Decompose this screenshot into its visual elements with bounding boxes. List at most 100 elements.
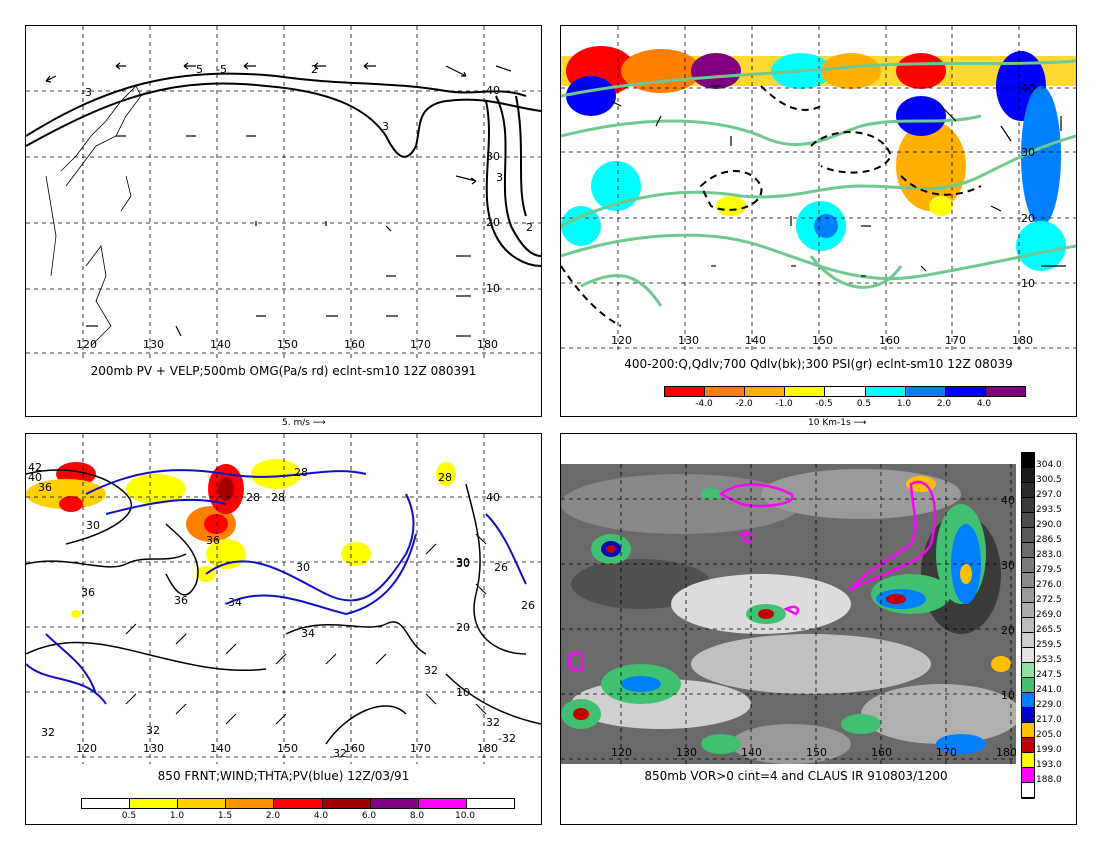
colorbar-label: -2.0 xyxy=(735,399,753,409)
lon-label: 130 xyxy=(678,334,699,347)
colorbar-label: 0.5 xyxy=(856,399,872,409)
lat-label: 20 xyxy=(1021,212,1035,225)
colorbar-label: 259.5 xyxy=(1036,639,1062,650)
lon-label: 150 xyxy=(277,338,298,351)
lon-label: 140 xyxy=(210,338,231,351)
contour-label: 26 xyxy=(521,599,535,612)
scale-arrow-label: 5. m/s ⟶ xyxy=(282,418,326,428)
colorbar-ir xyxy=(1021,452,1035,799)
lat-label: 10 xyxy=(1021,277,1035,290)
contour-label: 30 xyxy=(456,557,470,570)
lat-label: 40 xyxy=(1021,82,1035,95)
contour-label: 28 xyxy=(438,471,452,484)
contour-label: 5 xyxy=(196,63,203,76)
colorbar-label: 0.5 xyxy=(121,811,137,821)
colorbar-q xyxy=(664,386,1026,397)
lat-label: 10 xyxy=(486,282,500,295)
lon-label: 130 xyxy=(143,338,164,351)
panel-caption: 400-200:Q,Qdlv;700 Qdlv(bk);300 PSI(gr) … xyxy=(624,357,1013,371)
colorbar-label: 276.0 xyxy=(1036,579,1062,590)
colorbar-label: 4.0 xyxy=(313,811,329,821)
colorbar-label: 4.0 xyxy=(976,399,992,409)
colorbar-label: 199.0 xyxy=(1036,744,1062,755)
colorbar-label: 286.5 xyxy=(1036,534,1062,545)
contour-label: -3 xyxy=(81,86,92,99)
contour-label: 28 xyxy=(271,491,285,504)
lon-label: 140 xyxy=(745,334,766,347)
panel-pv-omega: 5 2 3 -3 3 2 -5 40 30 20 10 120 130 140 … xyxy=(25,25,542,417)
lat-label: 30 xyxy=(1001,559,1015,572)
map-vorticity-ir: 40 30 20 10 120 130 140 150 160 170 180 xyxy=(561,464,1016,764)
lon-label: 170 xyxy=(945,334,966,347)
lat-label: 40 xyxy=(486,84,500,97)
colorbar-label: 10.0 xyxy=(454,811,476,821)
colorbar-label: 247.5 xyxy=(1036,669,1062,680)
lat-label: 30 xyxy=(1021,146,1035,159)
contour-label: 3 xyxy=(382,120,389,133)
panel-front-wind: 42 40 36 30 28 36 28 28 36 30 -34 36 34 … xyxy=(25,433,542,825)
lon-label: 180 xyxy=(1012,334,1033,347)
lat-label: 20 xyxy=(486,216,500,229)
contour-label: 32 xyxy=(424,664,438,677)
scale-arrow-label: 10 Km-1s ⟶ xyxy=(808,418,867,428)
contour-label: 32 xyxy=(486,716,500,729)
contour-label: 3 xyxy=(496,171,503,184)
lat-label: 40 xyxy=(486,491,500,504)
lon-label: 150 xyxy=(812,334,833,347)
colorbar-label: 297.0 xyxy=(1036,489,1062,500)
contour-label: 36 xyxy=(206,534,220,547)
panel-caption: 850 FRNT;WIND;THTA;PV(blue) 12Z/03/91 xyxy=(157,769,410,783)
lat-label: 20 xyxy=(1001,624,1015,637)
lon-label: 180 xyxy=(477,742,498,755)
colorbar-label: 193.0 xyxy=(1036,759,1062,770)
colorbar-label: 279.5 xyxy=(1036,564,1062,575)
colorbar-label: 217.0 xyxy=(1036,714,1062,725)
contour-label: 36 xyxy=(174,594,188,607)
colorbar-label: 265.5 xyxy=(1036,624,1062,635)
lon-label: 170 xyxy=(410,338,431,351)
contour-label: 32 xyxy=(333,747,347,760)
lon-label: 120 xyxy=(76,742,97,755)
contour-label: 32 xyxy=(41,726,55,739)
lon-label: 130 xyxy=(143,742,164,755)
lon-label: 150 xyxy=(806,746,827,759)
colorbar-label: 241.0 xyxy=(1036,684,1062,695)
lon-label: 150 xyxy=(277,742,298,755)
colorbar-label: 2.0 xyxy=(265,811,281,821)
contour-label: 42 xyxy=(28,461,42,474)
panel-q-vector: 40 30 20 10 120 130 140 150 160 170 180 … xyxy=(560,25,1077,417)
lon-label: 120 xyxy=(611,334,632,347)
lon-label: 160 xyxy=(871,746,892,759)
contour-label: 32 xyxy=(146,724,160,737)
contour-label: 30 xyxy=(296,561,310,574)
colorbar-label: 205.0 xyxy=(1036,729,1062,740)
lon-label: 180 xyxy=(477,338,498,351)
colorbar-label: 1.0 xyxy=(169,811,185,821)
colorbar-label: 283.0 xyxy=(1036,549,1062,560)
colorbar-label: -0.5 xyxy=(815,399,833,409)
map-q-vector: 40 30 20 10 120 130 140 150 160 170 180 xyxy=(561,26,1076,354)
lon-label: 140 xyxy=(741,746,762,759)
lon-label: 120 xyxy=(76,338,97,351)
lat-label: 20 xyxy=(456,621,470,634)
colorbar-label: 8.0 xyxy=(409,811,425,821)
contour-label: -32 xyxy=(498,732,516,745)
lon-label: 120 xyxy=(611,746,632,759)
lon-label: 170 xyxy=(410,742,431,755)
contour-label: 28 xyxy=(294,466,308,479)
contour-label: 30 xyxy=(86,519,100,532)
contour-label: 28 xyxy=(246,491,260,504)
colorbar-label: 269.0 xyxy=(1036,609,1062,620)
contour-label: 26 xyxy=(494,561,508,574)
panel-caption: 850mb VOR>0 cint=4 and CLAUS IR 910803/1… xyxy=(644,769,948,783)
colorbar-label: 272.5 xyxy=(1036,594,1062,605)
contour-label: 34 xyxy=(301,627,315,640)
colorbar-pv xyxy=(81,798,515,809)
contour-label: 36 xyxy=(81,586,95,599)
contour-label: 2 xyxy=(311,63,318,76)
colorbar-label: -4.0 xyxy=(695,399,713,409)
panel-vorticity-ir: 40 30 20 10 120 130 140 150 160 170 180 … xyxy=(560,433,1077,825)
colorbar-label: 300.5 xyxy=(1036,474,1062,485)
colorbar-label: 253.5 xyxy=(1036,654,1062,665)
contour-label: 40 xyxy=(28,471,42,484)
